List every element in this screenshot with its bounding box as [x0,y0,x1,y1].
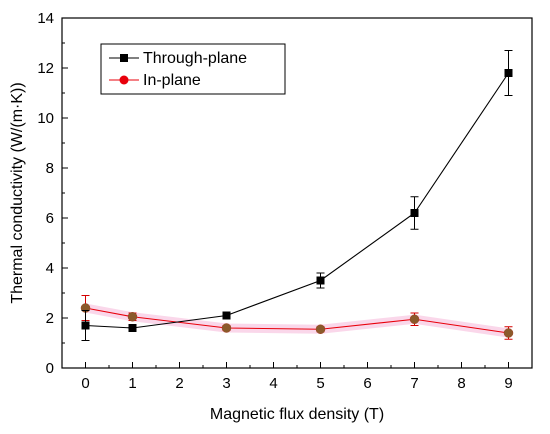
data-point [128,324,137,332]
y-tick-label: 8 [46,160,54,177]
x-axis-ticks: 0 1 2 3 4 5 6 7 8 9 [81,362,513,392]
series-in-plane [80,295,514,340]
x-tick-label: 9 [504,375,512,392]
y-tick-label: 6 [46,210,54,227]
legend-marker-square [120,54,128,62]
y-axis-title: Thermal conductivity (W/(m·K)) [9,82,26,303]
data-point [315,324,326,334]
legend-label-in-plane: In-plane [143,72,201,89]
x-tick-label: 1 [128,375,136,392]
x-tick-label: 3 [222,375,230,392]
y-tick-label: 0 [46,360,54,377]
x-tick-label: 6 [363,375,371,392]
y-tick-label: 10 [37,110,54,127]
data-point [503,328,514,338]
data-point [410,209,419,217]
data-point [409,314,420,324]
legend-marker-circle [119,75,129,85]
series-line [85,72,509,329]
data-point [127,312,138,322]
data-point [222,311,231,320]
legend-box [100,43,286,95]
y-tick-label: 4 [46,260,54,277]
x-tick-label: 2 [175,375,183,392]
y-tick-label: 14 [37,10,54,27]
data-point [316,276,325,285]
data-point [81,321,90,330]
x-tick-label: 0 [81,375,89,392]
series-line [85,307,509,334]
series-through-plane [81,50,513,341]
x-tick-label: 7 [410,375,418,392]
x-axis-title: Magnetic flux density (T) [210,406,384,423]
x-tick-label: 4 [269,375,277,392]
data-point [504,69,513,77]
x-tick-label: 8 [457,375,465,392]
y-tick-label: 2 [46,310,54,327]
legend: Through-plane In-plane [100,43,286,95]
legend-label-through-plane: Through-plane [143,50,247,67]
y-tick-label: 12 [37,60,54,77]
data-point [221,323,232,333]
y-axis-ticks: 0 2 4 6 8 10 12 14 [37,10,68,377]
x-tick-label: 5 [316,375,324,392]
series-layer [80,50,514,341]
